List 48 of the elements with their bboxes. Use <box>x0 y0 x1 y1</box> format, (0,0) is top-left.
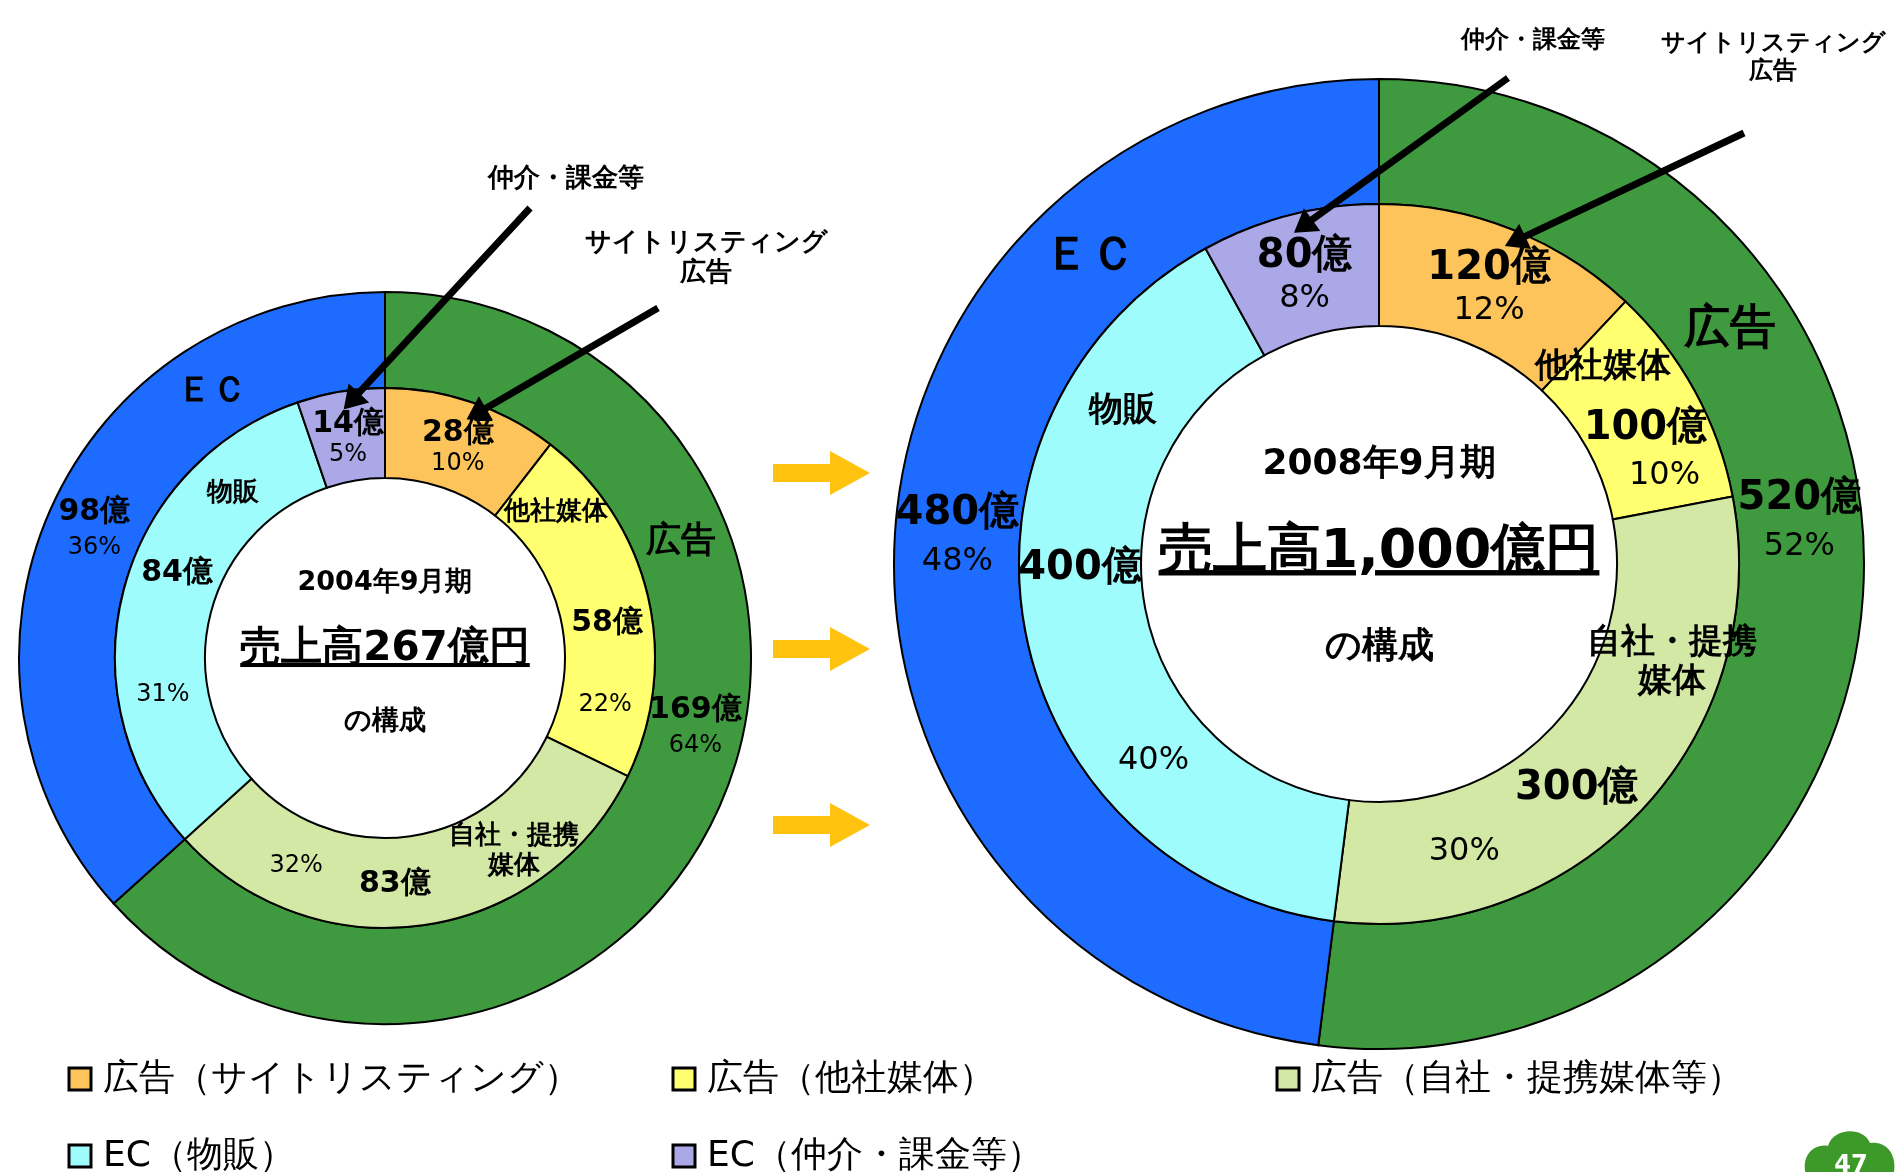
legend-label: EC（物販） <box>103 1133 295 1172</box>
data-label: 100億 <box>1583 402 1709 449</box>
text: 36% <box>67 532 122 560</box>
text: 他社媒体 <box>1534 343 1673 384</box>
data-label: 300億 <box>1514 762 1640 809</box>
data-label: 83億 <box>358 863 432 899</box>
data-label: 169億 <box>649 689 743 725</box>
slice-label: ＥＣ <box>176 368 247 409</box>
text: 5% <box>329 439 368 468</box>
legend-label: 広告（他社媒体） <box>707 1056 995 1097</box>
text: 52% <box>1763 524 1835 563</box>
text: 22% <box>578 689 632 718</box>
text: 31% <box>136 679 190 708</box>
text: 64% <box>668 730 723 759</box>
text: 物販 <box>205 475 260 506</box>
text: 32% <box>269 849 323 878</box>
text: 47 <box>1834 1150 1868 1172</box>
legend-label: 広告（自社・提携媒体等） <box>1311 1056 1743 1097</box>
text: 仲介・課金等 <box>1460 25 1605 53</box>
slice-label: 広告 <box>644 518 716 559</box>
data-label: 120億 <box>1427 242 1552 288</box>
data-label: 80億 <box>1256 230 1354 277</box>
text: 8% <box>1279 277 1331 316</box>
text: の構成 <box>1324 624 1434 666</box>
text: 物販 <box>1087 387 1157 428</box>
data-label: 98億 <box>58 491 132 527</box>
data-label: 84億 <box>141 552 214 588</box>
text: 40% <box>1117 739 1190 778</box>
text: 12% <box>1453 289 1525 327</box>
text: 10% <box>1628 454 1701 493</box>
text: 他社媒体 <box>503 494 610 525</box>
text: 2008年9月期 <box>1262 441 1496 483</box>
data-label: 14億 <box>312 403 385 439</box>
slice-label: 広告 <box>1682 298 1776 353</box>
slice-label: ＥＣ <box>1043 225 1136 280</box>
text: サイトリスティング広告 <box>584 225 829 286</box>
text: 30% <box>1428 829 1500 868</box>
text: 10% <box>431 448 485 477</box>
text: サイトリスティング広告 <box>1660 28 1887 84</box>
text: 2004年9月期 <box>297 564 473 596</box>
text: 仲介・課金等 <box>487 161 644 192</box>
legend-label: EC（仲介・課金等） <box>707 1133 1043 1172</box>
data-label: 480億 <box>895 487 1021 534</box>
data-label: 58億 <box>571 602 644 638</box>
text: 自社・提携媒体 <box>449 819 580 879</box>
text: 48% <box>921 540 993 579</box>
legend-label: 広告（サイトリスティング） <box>103 1056 580 1097</box>
text: の構成 <box>344 703 426 735</box>
